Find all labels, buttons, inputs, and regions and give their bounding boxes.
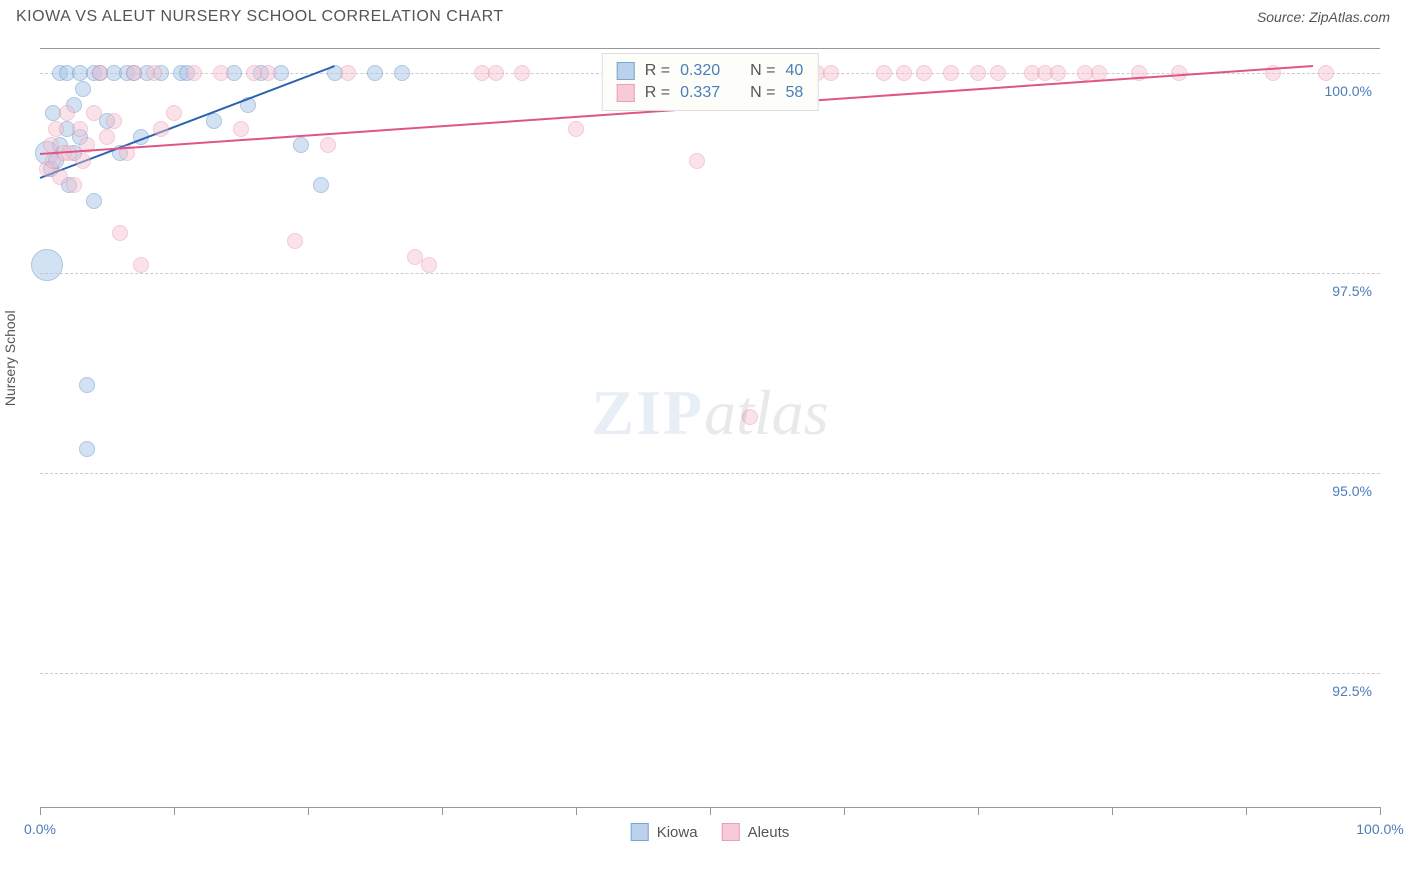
x-tick [442, 807, 443, 815]
bottom-legend: Kiowa Aleuts [631, 823, 790, 841]
source-name: ZipAtlas.com [1309, 9, 1390, 25]
scatter-marker [59, 105, 75, 121]
stats-n-label: N = [750, 84, 775, 102]
scatter-marker [1050, 65, 1066, 81]
y-tick-label: 95.0% [1332, 483, 1372, 499]
scatter-marker [106, 113, 122, 129]
scatter-marker [206, 113, 222, 129]
legend-item: Aleuts [722, 823, 790, 841]
x-tick [174, 807, 175, 815]
stats-r-label: R = [645, 62, 670, 80]
scatter-marker [126, 65, 142, 81]
x-tick [844, 807, 845, 815]
legend-item: Kiowa [631, 823, 698, 841]
scatter-marker [742, 409, 758, 425]
stats-legend-box: R = 0.320 N = 40 R = 0.337 N = 58 [602, 53, 819, 111]
scatter-marker [31, 249, 63, 281]
chart-header: KIOWA VS ALEUT NURSERY SCHOOL CORRELATIO… [0, 0, 1406, 38]
scatter-marker [86, 105, 102, 121]
scatter-marker [75, 81, 91, 97]
x-tick [1246, 807, 1247, 815]
x-tick-label: 100.0% [1356, 821, 1403, 837]
x-tick [1112, 807, 1113, 815]
scatter-marker [153, 121, 169, 137]
x-tick [1380, 807, 1381, 815]
y-tick-label: 100.0% [1325, 83, 1372, 99]
scatter-marker [488, 65, 504, 81]
stats-row: R = 0.337 N = 58 [617, 82, 804, 104]
stats-n-value: 58 [785, 84, 803, 102]
plot-surface: 92.5%95.0%97.5%100.0%0.0%100.0% [40, 49, 1380, 807]
scatter-marker [916, 65, 932, 81]
scatter-marker [99, 129, 115, 145]
x-tick [308, 807, 309, 815]
scatter-marker [133, 257, 149, 273]
y-tick-label: 97.5% [1332, 283, 1372, 299]
scatter-marker [876, 65, 892, 81]
y-tick-label: 92.5% [1332, 683, 1372, 699]
stats-r-value: 0.320 [680, 62, 720, 80]
legend-label: Kiowa [657, 824, 698, 841]
x-tick [710, 807, 711, 815]
chart-title: KIOWA VS ALEUT NURSERY SCHOOL CORRELATIO… [16, 8, 504, 26]
x-tick-label: 0.0% [24, 821, 56, 837]
scatter-marker [213, 65, 229, 81]
legend-swatch [631, 823, 649, 841]
scatter-marker [568, 121, 584, 137]
scatter-marker [260, 65, 276, 81]
stats-row: R = 0.320 N = 40 [617, 60, 804, 82]
scatter-marker [233, 121, 249, 137]
x-tick [40, 807, 41, 815]
scatter-marker [896, 65, 912, 81]
scatter-marker [394, 65, 410, 81]
scatter-marker [421, 257, 437, 273]
scatter-marker [112, 225, 128, 241]
scatter-marker [313, 177, 329, 193]
scatter-marker [514, 65, 530, 81]
stats-n-value: 40 [785, 62, 803, 80]
gridline-horizontal [40, 473, 1380, 474]
scatter-marker [66, 177, 82, 193]
source-prefix: Source: [1257, 9, 1309, 25]
scatter-marker [943, 65, 959, 81]
legend-swatch [617, 62, 635, 80]
scatter-marker [86, 193, 102, 209]
scatter-marker [320, 137, 336, 153]
scatter-marker [92, 65, 108, 81]
scatter-marker [689, 153, 705, 169]
gridline-horizontal [40, 673, 1380, 674]
chart-source: Source: ZipAtlas.com [1257, 9, 1390, 25]
x-tick [576, 807, 577, 815]
x-tick [978, 807, 979, 815]
scatter-marker [1318, 65, 1334, 81]
scatter-marker [166, 105, 182, 121]
scatter-marker [970, 65, 986, 81]
scatter-marker [79, 377, 95, 393]
scatter-marker [186, 65, 202, 81]
scatter-marker [79, 441, 95, 457]
gridline-horizontal [40, 273, 1380, 274]
scatter-marker [340, 65, 356, 81]
scatter-marker [367, 65, 383, 81]
stats-n-label: N = [750, 62, 775, 80]
scatter-marker [823, 65, 839, 81]
y-axis-label: Nursery School [2, 310, 18, 406]
legend-swatch [722, 823, 740, 841]
scatter-marker [48, 121, 64, 137]
scatter-marker [293, 137, 309, 153]
chart-plot-area: 92.5%95.0%97.5%100.0%0.0%100.0% ZIPatlas… [40, 48, 1380, 808]
scatter-marker [990, 65, 1006, 81]
stats-r-label: R = [645, 84, 670, 102]
scatter-marker [72, 121, 88, 137]
scatter-marker [75, 153, 91, 169]
stats-r-value: 0.337 [680, 84, 720, 102]
scatter-marker [146, 65, 162, 81]
legend-swatch [617, 84, 635, 102]
legend-label: Aleuts [748, 824, 790, 841]
scatter-marker [287, 233, 303, 249]
